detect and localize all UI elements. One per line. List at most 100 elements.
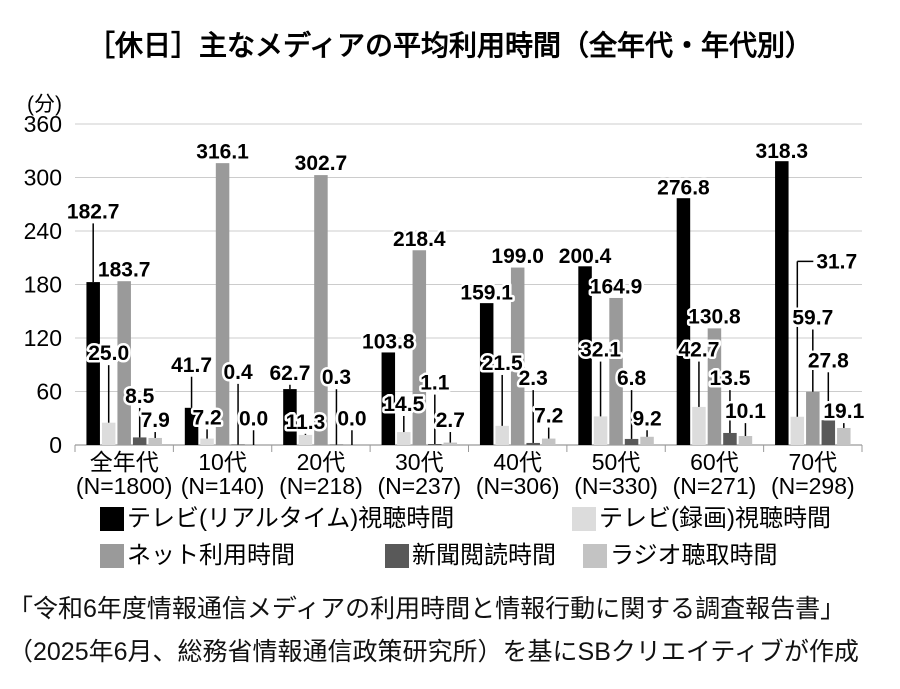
legend-item: テレビ(録画)視聴時間 xyxy=(572,506,831,532)
legend-item: テレビ(リアルタイム)視聴時間 xyxy=(100,506,454,532)
bar-value-label: 31.7 xyxy=(816,250,857,273)
bar-value-label: 32.1 xyxy=(580,339,621,362)
category-sublabel: (N=1800) xyxy=(76,473,173,499)
bar xyxy=(117,281,131,445)
bar xyxy=(640,436,654,445)
bar-value-label: 8.5 xyxy=(125,385,155,408)
bar xyxy=(495,425,509,445)
bar-value-label: 0.0 xyxy=(239,407,268,430)
y-tick-label: 240 xyxy=(24,218,62,244)
bar-value-label: 182.7 xyxy=(67,200,120,223)
bar xyxy=(148,437,162,445)
source-note: 「令和6年度情報通信メディアの利用時間と情報行動に関する調査報告書」 （2025… xyxy=(8,588,896,674)
bar-value-label: 7.2 xyxy=(192,406,221,429)
bar-value-label: 316.1 xyxy=(196,141,249,164)
category-sublabel: (N=271) xyxy=(673,473,757,499)
legend-label: ラジオ聴取時間 xyxy=(610,542,778,569)
bar-value-label: 25.0 xyxy=(88,342,129,365)
legend-label: ネット利用時間 xyxy=(127,542,295,569)
bar-value-label: 318.3 xyxy=(756,140,809,163)
bar-value-label: 159.1 xyxy=(460,282,513,305)
bar xyxy=(707,328,722,445)
legend-swatch-icon xyxy=(100,507,124,531)
bar-value-label: 59.7 xyxy=(792,306,833,329)
category-label: 70代 xyxy=(789,449,838,475)
bar-value-label: 0.4 xyxy=(223,361,253,384)
bar xyxy=(86,282,100,445)
bar xyxy=(101,422,116,445)
y-tick-label: 300 xyxy=(24,165,62,191)
bar-value-label: 19.1 xyxy=(823,400,864,423)
legend-swatch-icon xyxy=(583,544,607,568)
bar xyxy=(676,198,691,445)
category-label: 50代 xyxy=(592,449,641,475)
bar-value-label: 0.3 xyxy=(322,366,351,389)
bar-value-label: 21.5 xyxy=(482,352,523,375)
bar xyxy=(609,297,623,445)
category-label: 60代 xyxy=(690,449,739,475)
legend-swatch-icon xyxy=(100,544,124,568)
bar xyxy=(184,407,199,445)
y-axis-unit-label: (分) xyxy=(27,93,62,116)
y-tick-label: 0 xyxy=(49,432,62,458)
bar-value-label: 27.8 xyxy=(808,349,849,372)
bar xyxy=(692,406,706,445)
bar xyxy=(132,437,147,445)
bar-value-label: 6.8 xyxy=(617,367,647,390)
bar xyxy=(200,438,214,445)
bar xyxy=(314,175,328,445)
chart-title: ［休日］主なメディアの平均利用時間（全年代・年代別） xyxy=(86,30,814,61)
source-line-2: （2025年6月、総務省情報通信政策研究所）を基にSBクリエイティブが作成 xyxy=(8,638,859,666)
bar-value-label: 13.5 xyxy=(710,367,751,390)
bar xyxy=(821,420,836,445)
bar-value-label: 7.2 xyxy=(534,405,563,428)
bar xyxy=(443,442,458,445)
bar-value-label: 2.3 xyxy=(519,367,548,390)
bar xyxy=(837,427,851,445)
category-label: 全年代 xyxy=(90,449,159,475)
bar xyxy=(541,438,556,445)
bar-value-label: 7.9 xyxy=(141,409,170,432)
legend-item: 新聞閲読時間 xyxy=(385,543,556,569)
category-label: 40代 xyxy=(493,449,542,475)
category-sublabel: (N=330) xyxy=(574,473,658,499)
bar xyxy=(624,438,639,445)
bar xyxy=(412,250,427,445)
chart-legend: テレビ(リアルタイム)視聴時間 テレビ(録画)視聴時間ネット利用時間 新聞閲読時間 ラ… xyxy=(0,0,900,569)
category-label: 30代 xyxy=(395,449,444,475)
bar xyxy=(806,391,820,445)
bar xyxy=(381,352,396,445)
bar xyxy=(298,434,313,445)
bar-value-label: 183.7 xyxy=(98,258,151,281)
bar-value-label: 164.9 xyxy=(590,275,643,298)
bar-value-label: 130.8 xyxy=(688,306,741,329)
legend-swatch-icon xyxy=(572,507,596,531)
bar-value-label: 10.1 xyxy=(725,400,766,423)
category-sublabel: (N=140) xyxy=(181,473,265,499)
bar xyxy=(479,303,494,445)
category-sublabel: (N=298) xyxy=(771,473,855,499)
y-tick-label: 360 xyxy=(24,111,62,137)
category-sublabel: (N=218) xyxy=(279,473,363,499)
bar-value-label: 14.5 xyxy=(383,393,424,416)
bar-value-label: 41.7 xyxy=(171,354,212,377)
legend-label: テレビ(リアルタイム)視聴時間 xyxy=(127,505,455,532)
bar xyxy=(790,416,805,445)
bar xyxy=(723,432,737,445)
bar-value-label: 1.1 xyxy=(420,372,450,395)
bar xyxy=(775,161,789,445)
bar-value-label: 276.8 xyxy=(657,176,710,199)
category-label: 10代 xyxy=(198,449,247,475)
category-sublabel: (N=237) xyxy=(377,473,461,499)
bar-value-label: 62.7 xyxy=(270,362,311,385)
bar xyxy=(526,442,540,445)
bar xyxy=(593,416,608,445)
bar-value-label: 11.3 xyxy=(286,411,326,434)
bar xyxy=(428,444,442,445)
bar xyxy=(578,266,592,445)
bar xyxy=(510,267,525,445)
bar-value-label: 103.8 xyxy=(362,331,415,354)
bar xyxy=(397,432,411,445)
bar xyxy=(283,389,297,445)
